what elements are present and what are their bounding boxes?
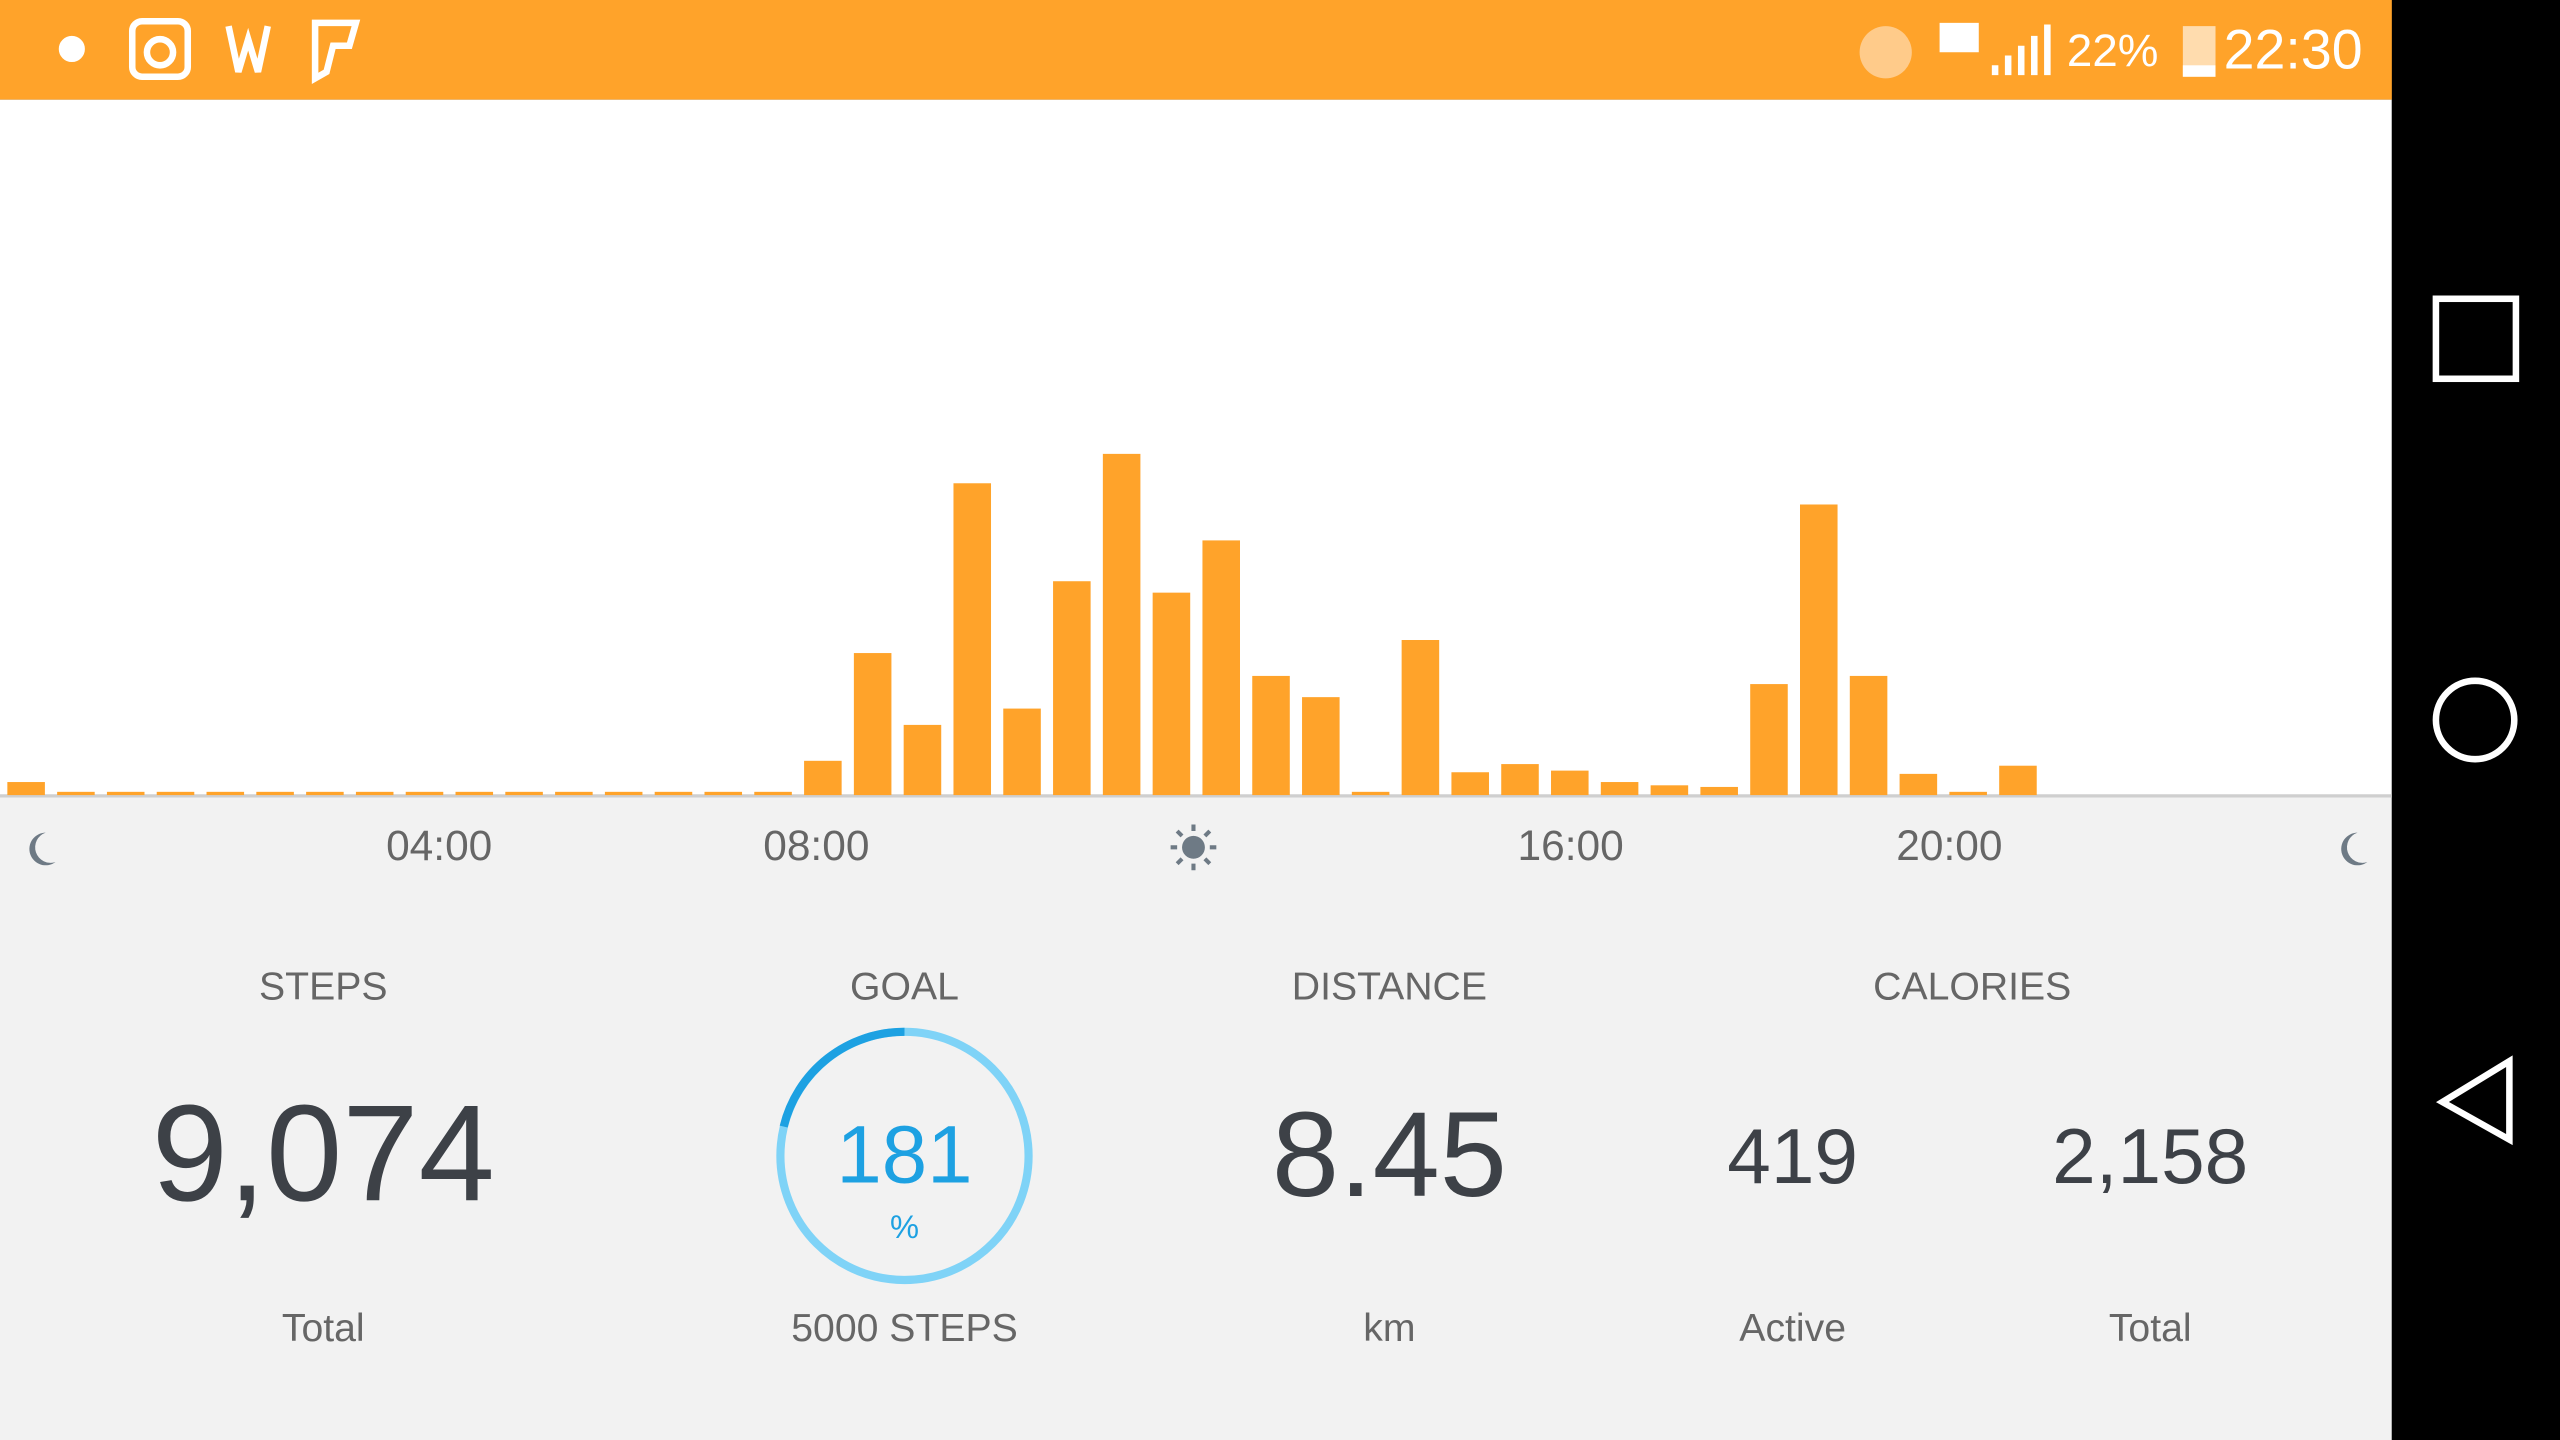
time-label: 04:00 — [386, 822, 492, 869]
total-calories: 2,158 — [2052, 1112, 2248, 1200]
bar — [1750, 684, 1788, 796]
moon-icon — [2341, 832, 2368, 866]
instagram-lens — [143, 35, 177, 69]
bar — [1252, 675, 1290, 796]
bar — [1800, 504, 1838, 796]
goal-ring-overflow — [779, 1027, 905, 1128]
bar — [256, 791, 294, 796]
w-icon — [225, 25, 271, 73]
bar — [654, 791, 693, 796]
stat-caption: Active — [1739, 1307, 1846, 1350]
signal-icon — [1991, 24, 2051, 76]
bluetooth-icon — [1859, 26, 1912, 79]
bar — [156, 791, 195, 796]
clock: 22:30 — [2224, 19, 2363, 81]
bar — [1451, 772, 1489, 796]
stat-caption: Total — [2109, 1307, 2192, 1350]
bar — [306, 791, 344, 796]
time-label: 16:00 — [1518, 822, 1624, 869]
active-calories: 419 — [1727, 1112, 1858, 1200]
battery-percent: 22% — [2067, 25, 2158, 76]
chart-area — [0, 99, 2392, 796]
moon-icon — [29, 832, 56, 866]
nav-buttons — [2432, 295, 2520, 1146]
bar — [1949, 791, 1987, 796]
bar — [1302, 697, 1340, 796]
bar — [1053, 581, 1091, 796]
recents-button[interactable] — [2432, 295, 2520, 383]
bar — [604, 791, 643, 796]
stat-label: CALORIES — [1873, 966, 2071, 1009]
stat-caption: 5000 STEPS — [791, 1307, 1017, 1350]
bar — [1202, 540, 1240, 796]
stat-label: DISTANCE — [1292, 966, 1487, 1009]
bar — [903, 724, 942, 796]
bar — [1999, 765, 2037, 796]
bar — [704, 791, 743, 796]
bar — [7, 782, 45, 796]
sun-icon — [1170, 824, 1217, 871]
time-label: 20:00 — [1896, 822, 2002, 869]
bar — [355, 791, 394, 796]
bar — [206, 791, 245, 796]
status-bar — [0, 0, 2392, 100]
steps-value: 9,074 — [152, 1077, 495, 1230]
home-button[interactable] — [2432, 677, 2518, 763]
stat-labels: STEPS GOAL DISTANCE CALORIES Total 5000 … — [259, 966, 2192, 1350]
goal-unit: % — [890, 1208, 919, 1245]
bar — [853, 653, 892, 796]
bar — [1351, 791, 1390, 796]
bar — [1600, 782, 1639, 796]
bar — [1849, 675, 1888, 796]
back-button[interactable] — [2435, 1055, 2513, 1146]
bar — [1003, 708, 1041, 796]
bar — [57, 791, 95, 796]
stat-label: GOAL — [850, 966, 959, 1009]
goal-ring — [776, 1027, 1033, 1285]
bar — [106, 791, 145, 796]
bar — [1700, 786, 1738, 796]
bar — [953, 483, 992, 796]
distance-value: 8.45 — [1272, 1087, 1507, 1222]
bar — [455, 791, 494, 796]
stats-panel — [0, 795, 2392, 1440]
bar — [1102, 453, 1141, 796]
bar — [1650, 785, 1689, 796]
bar — [1401, 640, 1440, 796]
bar — [1899, 773, 1938, 796]
bar — [1152, 592, 1191, 796]
bar — [405, 791, 444, 796]
battery-level — [2182, 65, 2216, 77]
stat-label: STEPS — [259, 966, 387, 1009]
nav-bar — [2391, 0, 2560, 1440]
status-icons — [58, 17, 2216, 84]
network-icon — [1939, 22, 1979, 53]
bar — [1551, 770, 1589, 796]
stat-caption: Total — [282, 1307, 365, 1350]
foursquare-icon — [311, 19, 361, 84]
app-icon — [58, 35, 85, 63]
bar — [804, 760, 842, 796]
instagram-icon — [128, 17, 192, 80]
time-label: 08:00 — [763, 822, 869, 869]
bar — [555, 791, 593, 796]
bar — [505, 791, 543, 796]
bar — [1501, 764, 1539, 796]
stat-caption: km — [1363, 1307, 1415, 1350]
bar — [754, 791, 792, 796]
goal-value: 181 — [836, 1109, 972, 1200]
